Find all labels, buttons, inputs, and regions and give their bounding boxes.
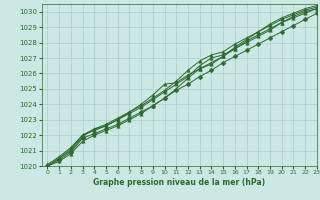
X-axis label: Graphe pression niveau de la mer (hPa): Graphe pression niveau de la mer (hPa) <box>93 178 265 187</box>
